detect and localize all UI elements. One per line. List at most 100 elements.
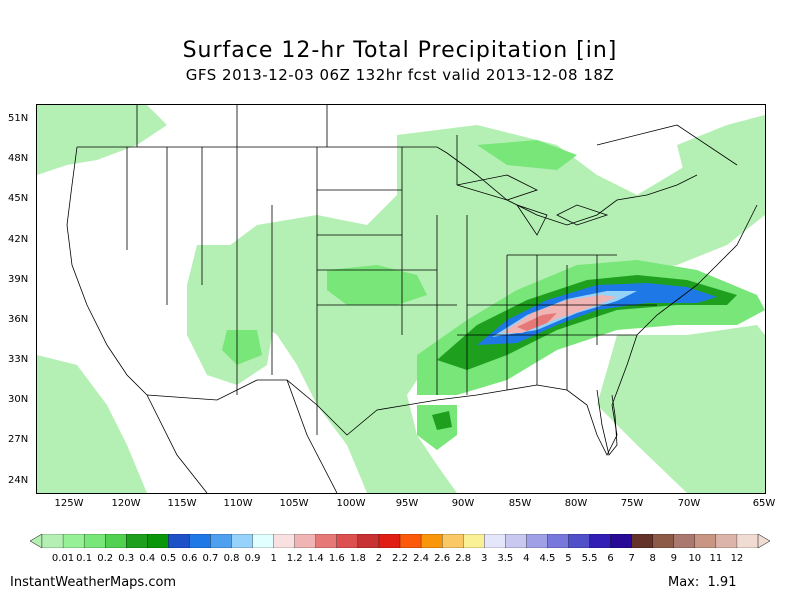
colorbar-cell (652, 534, 675, 548)
lat-label-36n: 36N (8, 314, 29, 325)
colorbar-cell (568, 534, 590, 548)
map-title: Surface 12-hr Total Precipitation [in] (182, 38, 618, 63)
colorbar-label: 4 (523, 553, 530, 564)
colorbar-cell (147, 534, 169, 548)
precip-area-pacific-sw (37, 355, 147, 493)
colorbar-cell (463, 534, 485, 548)
colorbar-cell (294, 534, 317, 548)
colorbar-cell (399, 534, 422, 548)
colorbar-label: 8 (649, 553, 656, 564)
lon-label-75w: 75W (620, 498, 644, 509)
colorbar-cell (610, 534, 633, 548)
colorbar-cell (357, 534, 380, 548)
colorbar-label: 6 (607, 553, 614, 564)
colorbar-label: 2.8 (455, 553, 472, 564)
colorbar-label: 2.6 (434, 553, 451, 564)
colorbar-label: 0.6 (181, 553, 198, 564)
colorbar-label: 12 (730, 553, 744, 564)
colorbar-cell (168, 534, 190, 548)
precip-area-west (187, 245, 277, 385)
colorbar-cell (336, 534, 359, 548)
lat-label-24n: 24N (8, 475, 29, 486)
colorbar-cell (736, 534, 759, 548)
lat-label-39n: 39N (8, 274, 29, 285)
colorbar-label: 1.8 (349, 553, 366, 564)
colorbar-cell (715, 534, 738, 548)
colorbar-cell (315, 534, 338, 548)
state-lines-east (457, 215, 657, 395)
lon-label-65w: 65W (752, 498, 776, 509)
colorbar-label: 7 (628, 553, 635, 564)
lat-label-27n: 27N (8, 434, 29, 445)
colorbar-cell (252, 534, 275, 548)
lon-label-80w: 80W (564, 498, 588, 509)
colorbar-cells (30, 534, 770, 548)
great-lakes-outline (456, 174, 609, 236)
colorbar-label: 1.6 (328, 553, 345, 564)
colorbar-label: 5 (565, 553, 572, 564)
lon-label-85w: 85W (508, 498, 532, 509)
colorbar-label: 0.3 (118, 553, 135, 564)
colorbar-cell (231, 534, 254, 548)
us-canada-border (77, 146, 698, 226)
colorbar-cell (441, 534, 464, 548)
lon-label-90w: 90W (451, 498, 475, 509)
colorbar-cell (378, 534, 401, 548)
colorbar-label: 0.4 (139, 553, 156, 564)
lat-label-51n: 51N (8, 113, 29, 124)
lon-label-70w: 70W (677, 498, 701, 509)
colorbar-label: 0.9 (244, 553, 261, 564)
colorbar-label: 4.5 (539, 553, 556, 564)
map-subtitle: GFS 2013-12-03 06Z 132hr fcst valid 2013… (185, 66, 615, 84)
colorbar-cell (41, 534, 64, 548)
max-value: 1.91 (707, 575, 737, 590)
precip-area-quebec (477, 140, 577, 170)
colorbar-label: 0.1 (76, 553, 93, 564)
precip-area-gulf-dark (432, 411, 452, 430)
colorbar-cell (673, 534, 696, 548)
precip-area-southwest (222, 330, 262, 365)
colorbar-label: 2.2 (392, 553, 408, 564)
colorbar-label: 0.01 (51, 553, 75, 564)
colorbar-label: 3.5 (497, 553, 514, 564)
lon-label-125w: 125W (54, 498, 84, 509)
colorbar-cell (126, 534, 148, 548)
atlantic-coast-line (626, 204, 758, 366)
colorbar-label: 2.4 (413, 553, 429, 564)
precip-area-pacific-nw (37, 105, 167, 175)
map-borders (66, 105, 758, 493)
colorbar-label: 0.2 (97, 553, 114, 564)
state-lines-west (126, 147, 318, 435)
max-value-readout: Max: 1.91 (668, 575, 736, 590)
colorbar-label: 11 (709, 553, 723, 564)
lat-label-45n: 45N (8, 193, 29, 204)
west-coast (66, 146, 148, 396)
colorbar-cell (420, 534, 443, 548)
lon-label-105w: 105W (279, 498, 309, 509)
us-mexico-border (146, 379, 408, 436)
lon-label-100w: 100W (336, 498, 366, 509)
lat-label-42n: 42N (8, 234, 29, 245)
colorbar-cell (105, 534, 127, 548)
colorbar-cell (505, 534, 527, 548)
colorbar-cell (210, 534, 232, 548)
lat-label-30n: 30N (8, 394, 29, 405)
colorbar-left-arrow (30, 534, 43, 548)
lat-label-48n: 48N (8, 153, 29, 164)
colorbar-cell (694, 534, 717, 548)
colorbar-right-arrow (757, 534, 770, 548)
colorbar-cell (62, 534, 85, 548)
colorbar-label: 5.5 (581, 553, 598, 564)
precipitation-map (36, 104, 766, 494)
lon-label-120w: 120W (111, 498, 141, 509)
max-label: Max: (668, 575, 700, 590)
colorbar-cell (484, 534, 506, 548)
colorbar-label: 0.5 (160, 553, 177, 564)
colorbar-cell (273, 534, 296, 548)
mexico-border-interior (146, 379, 338, 493)
precip-area-northeast (677, 115, 765, 185)
lon-label-95w: 95W (395, 498, 419, 509)
site-credit: InstantWeatherMaps.com (10, 575, 177, 590)
colorbar-label: 0.7 (202, 553, 219, 564)
